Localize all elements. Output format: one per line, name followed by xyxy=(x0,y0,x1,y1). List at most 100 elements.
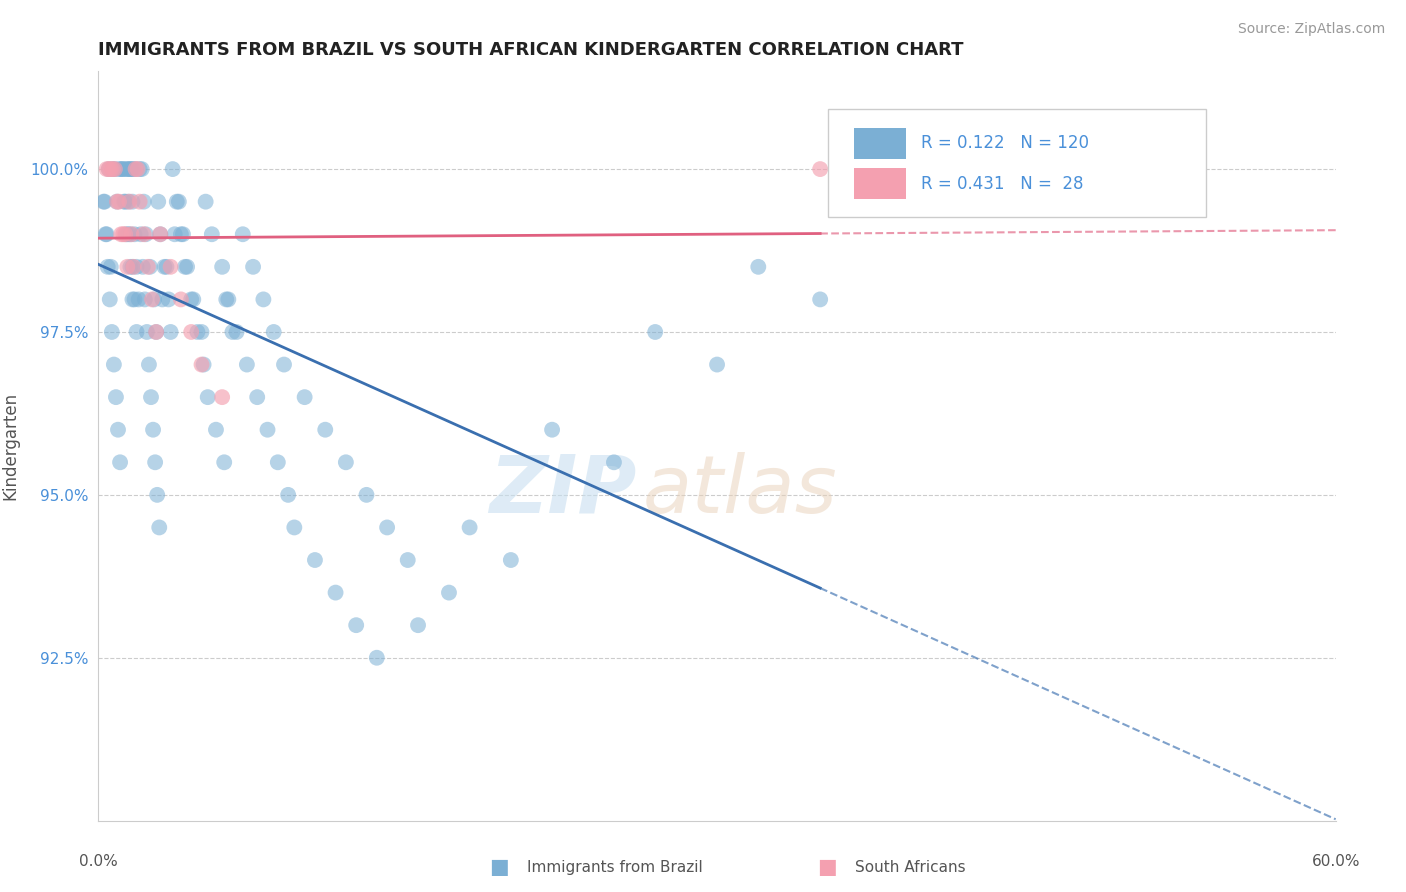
Point xyxy=(100,260,122,274)
Point xyxy=(706,358,728,372)
Point xyxy=(124,227,146,242)
Point xyxy=(125,260,148,274)
Text: 60.0%: 60.0% xyxy=(1312,855,1360,870)
Point xyxy=(180,293,202,307)
Point xyxy=(118,194,141,209)
Point xyxy=(294,390,316,404)
Point xyxy=(107,423,129,437)
Point xyxy=(128,194,150,209)
Point xyxy=(139,390,162,404)
Point xyxy=(808,162,831,177)
Y-axis label: Kindergarten: Kindergarten xyxy=(1,392,20,500)
Point xyxy=(117,162,139,177)
Point xyxy=(221,325,243,339)
Point xyxy=(132,227,155,242)
Point xyxy=(242,260,264,274)
Point xyxy=(115,227,138,242)
Point xyxy=(159,325,181,339)
Text: ZIP: ZIP xyxy=(489,452,637,530)
Point xyxy=(134,293,156,307)
Point xyxy=(97,260,120,274)
Point xyxy=(150,293,173,307)
Point xyxy=(142,423,165,437)
FancyBboxPatch shape xyxy=(828,109,1206,218)
Point xyxy=(162,162,184,177)
Point xyxy=(437,585,460,599)
Point xyxy=(263,325,285,339)
Point xyxy=(120,227,142,242)
Point xyxy=(256,423,278,437)
Point xyxy=(93,194,115,209)
Text: ■: ■ xyxy=(489,857,509,877)
Point xyxy=(541,423,564,437)
Point xyxy=(115,162,138,177)
Point xyxy=(148,194,170,209)
Point xyxy=(114,227,136,242)
Point xyxy=(304,553,326,567)
Point xyxy=(273,358,295,372)
Point xyxy=(100,162,122,177)
Point xyxy=(170,293,193,307)
Point xyxy=(117,227,139,242)
Point xyxy=(129,227,152,242)
Point xyxy=(117,260,139,274)
Point xyxy=(108,194,131,209)
Point xyxy=(186,325,208,339)
Point xyxy=(190,325,212,339)
Text: Immigrants from Brazil: Immigrants from Brazil xyxy=(527,860,703,874)
Point xyxy=(132,260,155,274)
Point xyxy=(112,162,135,177)
Point xyxy=(110,227,132,242)
Point xyxy=(117,194,139,209)
Point xyxy=(114,194,136,209)
Point xyxy=(97,162,120,177)
Point xyxy=(124,293,146,307)
Point xyxy=(201,227,224,242)
Point xyxy=(197,390,219,404)
Point xyxy=(170,227,193,242)
Point xyxy=(108,162,131,177)
Point xyxy=(148,520,170,534)
Point xyxy=(344,618,367,632)
Point xyxy=(366,650,388,665)
Point xyxy=(167,194,190,209)
Text: Source: ZipAtlas.com: Source: ZipAtlas.com xyxy=(1237,22,1385,37)
Point xyxy=(104,162,127,177)
Point xyxy=(96,162,118,177)
Text: South Africans: South Africans xyxy=(855,860,966,874)
Point xyxy=(120,227,142,242)
Point xyxy=(124,162,146,177)
Point xyxy=(112,194,135,209)
Text: R = 0.122   N = 120: R = 0.122 N = 120 xyxy=(921,135,1090,153)
Point xyxy=(143,293,166,307)
Point xyxy=(96,227,118,242)
Point xyxy=(121,194,143,209)
FancyBboxPatch shape xyxy=(855,168,907,200)
Point xyxy=(232,227,254,242)
Point xyxy=(145,325,167,339)
Point xyxy=(136,260,159,274)
Point xyxy=(246,390,269,404)
Point xyxy=(112,227,135,242)
Point xyxy=(103,358,125,372)
Point xyxy=(143,455,166,469)
Point xyxy=(157,293,180,307)
Point xyxy=(644,325,666,339)
Point xyxy=(356,488,378,502)
Point xyxy=(155,260,177,274)
Point xyxy=(121,260,143,274)
Point xyxy=(499,553,522,567)
Point xyxy=(132,194,155,209)
Point xyxy=(283,520,305,534)
Point xyxy=(159,260,181,274)
Point xyxy=(105,194,128,209)
Point xyxy=(128,293,150,307)
Point xyxy=(314,423,336,437)
Point xyxy=(808,293,831,307)
Point xyxy=(131,162,153,177)
Point xyxy=(101,325,124,339)
Point xyxy=(163,227,186,242)
Point xyxy=(180,325,202,339)
Text: R = 0.431   N =  28: R = 0.431 N = 28 xyxy=(921,175,1084,193)
Point xyxy=(458,520,481,534)
